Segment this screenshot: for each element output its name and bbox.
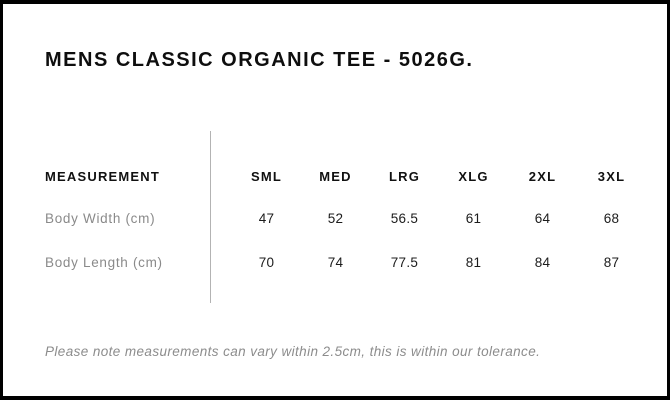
body-width-3xl: 68 <box>603 211 620 226</box>
column-header-2xl: 2XL <box>528 169 557 184</box>
table-row-body-length: Body Length (cm) 70 74 77.5 81 84 87 <box>3 255 667 271</box>
table-row-body-width: Body Width (cm) 47 52 56.5 61 64 68 <box>3 211 667 227</box>
body-width-med: 52 <box>327 211 344 226</box>
row-label-body-length: Body Length (cm) <box>45 255 163 270</box>
tolerance-note: Please note measurements can vary within… <box>45 344 541 359</box>
table-header-row: MEASUREMENT SML MED LRG XLG 2XL 3XL <box>3 169 667 185</box>
column-header-lrg: LRG <box>388 169 421 184</box>
body-length-xlg: 81 <box>465 255 482 270</box>
column-header-sml: SML <box>250 169 283 184</box>
page-title: MENS CLASSIC ORGANIC TEE - 5026G. <box>45 49 474 71</box>
column-header-measurement: MEASUREMENT <box>45 169 161 184</box>
body-length-3xl: 87 <box>603 255 620 270</box>
body-width-2xl: 64 <box>534 211 551 226</box>
row-label-body-width: Body Width (cm) <box>45 211 156 226</box>
body-length-lrg: 77.5 <box>390 255 419 270</box>
size-header-cells: SML MED LRG XLG 2XL 3XL <box>232 169 646 185</box>
body-length-2xl: 84 <box>534 255 551 270</box>
body-length-med: 74 <box>327 255 344 270</box>
body-width-xlg: 61 <box>465 211 482 226</box>
column-header-med: MED <box>319 169 352 184</box>
body-width-cells: 47 52 56.5 61 64 68 <box>232 211 646 227</box>
column-header-xlg: XLG <box>458 169 489 184</box>
body-width-sml: 47 <box>258 211 275 226</box>
table-column-divider <box>210 131 211 303</box>
body-length-sml: 70 <box>258 255 275 270</box>
body-width-lrg: 56.5 <box>390 211 419 226</box>
body-length-cells: 70 74 77.5 81 84 87 <box>232 255 646 271</box>
column-header-3xl: 3XL <box>597 169 626 184</box>
